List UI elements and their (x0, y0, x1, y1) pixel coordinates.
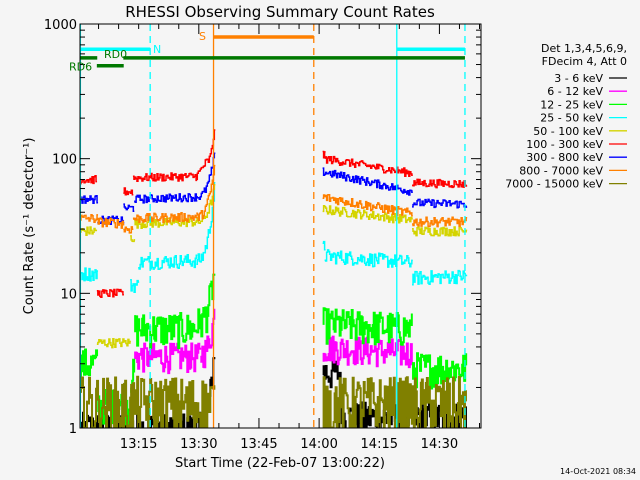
series-line (322, 167, 413, 196)
series-line (322, 376, 467, 428)
chart-title: RHESSI Observing Summary Count Rates (125, 3, 435, 21)
flag-label-n: N (153, 43, 161, 56)
flag-label-rd6: RD6 (69, 61, 92, 74)
x-tick-label: 14:30 (421, 437, 458, 452)
series-line (96, 288, 124, 299)
series-line (412, 226, 468, 237)
series-line (196, 181, 216, 265)
series-line (80, 174, 98, 185)
series-line (80, 267, 99, 282)
axes: 13:15 13:30 13:45 14:00 14:15 14:30 1 10 100 1000 (44, 18, 481, 452)
series-line (97, 217, 125, 229)
series-line (322, 193, 413, 217)
series-line (412, 269, 468, 286)
y-tick-label: 1000 (44, 18, 77, 33)
x-axis-label: Start Time (22-Feb-07 13:00:22) (175, 456, 385, 471)
series-line (123, 187, 134, 196)
x-tick-label: 13:15 (120, 437, 157, 452)
legend-label: 100 - 300 keV (526, 138, 603, 151)
legend-label: 3 - 6 keV (554, 72, 603, 85)
legend-header-line-2: FDecim 4, Att 0 (542, 55, 627, 68)
series-line (123, 203, 135, 213)
series-line (138, 254, 198, 270)
series-line (196, 158, 208, 181)
series-line (134, 342, 202, 375)
series-line (324, 249, 413, 268)
series-line (324, 155, 413, 177)
plot-frame (79, 23, 482, 429)
series-line (132, 212, 198, 224)
y-axis-label: Count Rate (s⁻¹ detector⁻¹) (22, 138, 37, 315)
y-tick-label: 1 (69, 422, 77, 437)
y-tick-label: 10 (60, 287, 77, 302)
legend-label: 300 - 800 keV (526, 151, 603, 164)
x-tick-label: 13:45 (240, 437, 277, 452)
legend-label: 6 - 12 keV (547, 85, 603, 98)
series-100to300keV (80, 129, 468, 299)
flag-label-rd0: RD0 (104, 48, 127, 61)
series-line (132, 172, 198, 182)
x-tick-label: 14:15 (361, 437, 398, 452)
series-line (80, 194, 99, 205)
series-25to50keV (80, 181, 468, 293)
series-line (322, 205, 413, 224)
x-tick-label: 14:00 (300, 437, 337, 452)
series-line (80, 348, 99, 386)
series-7000to15000keV (80, 375, 467, 428)
series-line (80, 375, 216, 428)
series-6to12keV (134, 308, 413, 375)
series-line (200, 308, 216, 369)
legend-label: 50 - 100 keV (533, 125, 603, 138)
series-line (322, 335, 413, 369)
legend-label: 25 - 50 keV (540, 112, 603, 125)
series-line (196, 152, 216, 201)
legend-label: 7000 - 15000 keV (505, 178, 603, 191)
series-line (196, 164, 216, 222)
series-line (322, 150, 326, 159)
series-line (134, 217, 198, 229)
series-line (80, 214, 99, 224)
series-line (130, 279, 140, 293)
series-line (322, 240, 326, 251)
series-line (134, 193, 198, 204)
series-line (196, 273, 216, 338)
series-line (412, 352, 468, 390)
series-line (196, 184, 216, 225)
series-line (134, 312, 198, 350)
series-line (96, 338, 131, 349)
flag-label-s: S (199, 30, 206, 43)
series-line (130, 235, 136, 243)
legend: Det 1,3,4,5,6,9, FDecim 4, Att 0 3 - 6 k… (505, 42, 627, 191)
series-line (322, 307, 413, 346)
x-tick-label: 13:30 (180, 437, 217, 452)
legend-header-line-1: Det 1,3,4,5,6,9, (541, 42, 627, 55)
series-line (412, 198, 468, 209)
y-tick-label: 100 (52, 153, 77, 168)
legend-label: 12 - 25 keV (540, 98, 603, 111)
series-line (322, 356, 342, 389)
legend-label: 800 - 7000 keV (519, 164, 603, 177)
series-line (123, 226, 134, 234)
footer-timestamp: 14-Oct-2021 08:34 (560, 467, 636, 476)
series-800to7000keV (80, 164, 468, 234)
series-line (412, 178, 468, 189)
series-line (412, 216, 468, 228)
series-300to800keV (80, 152, 468, 225)
